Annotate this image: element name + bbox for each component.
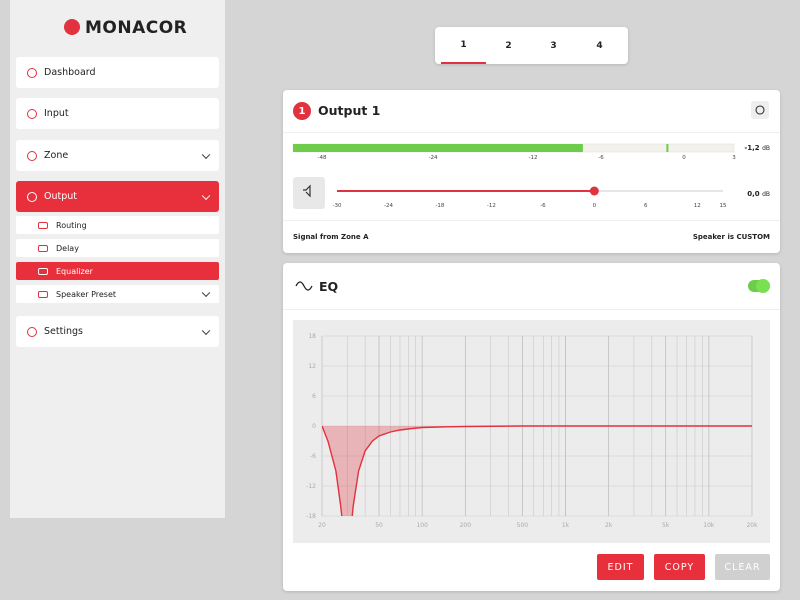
slider-tick-label: -6	[540, 203, 546, 209]
x-tick-label: 10k	[703, 522, 715, 529]
menu-item[interactable]: Output	[16, 181, 219, 212]
menu-item[interactable]: Zone	[16, 140, 219, 171]
phase-icon	[755, 105, 765, 115]
speaker-text: Speaker is CUSTOM	[692, 233, 770, 241]
menu-item[interactable]: Input	[16, 98, 219, 129]
slider-tick-label: 15	[720, 203, 727, 209]
meter-tick-label: -24	[429, 155, 438, 161]
eq-title: EQ	[319, 279, 339, 294]
slider-tick-label: 0	[593, 203, 597, 209]
x-tick-label: 5k	[662, 522, 670, 529]
mute-button[interactable]	[293, 177, 325, 209]
x-tick-label: 2k	[605, 522, 613, 529]
source-text: Signal from Zone A	[293, 233, 369, 241]
button-label: COPY	[664, 561, 695, 573]
tab-label: 2	[505, 40, 512, 51]
submenu-label: Delay	[56, 243, 79, 253]
divider	[283, 220, 780, 221]
clear-button[interactable]: CLEAR	[715, 554, 770, 580]
submenu-item[interactable]: Speaker Preset	[16, 285, 219, 303]
eq-area	[322, 426, 752, 516]
y-tick-label: 12	[308, 363, 316, 370]
slider-tick-label: -24	[384, 203, 393, 209]
menu-label: Zone	[44, 150, 69, 161]
volume-value: 0,0 dB	[747, 190, 770, 198]
y-tick-label: -18	[306, 513, 316, 520]
meter-tick-label: -12	[529, 155, 538, 161]
menu-label: Dashboard	[44, 67, 96, 78]
eq-icon	[295, 281, 313, 291]
logo: MONACOR	[64, 18, 187, 38]
menu-item[interactable]: Dashboard	[16, 57, 219, 88]
y-tick-label: -12	[306, 483, 316, 490]
phase-button[interactable]	[751, 101, 769, 119]
divider	[283, 132, 780, 133]
slider-tick-label: -12	[487, 203, 496, 209]
slider-tick-label: 12	[694, 203, 701, 209]
meter-tick-label: -48	[318, 155, 327, 161]
submenu-item[interactable]: Equalizer	[16, 262, 219, 280]
eq-curve	[322, 425, 752, 516]
meter-tick-label: -6	[598, 155, 604, 161]
button-label: EDIT	[607, 561, 634, 573]
meter-level	[293, 144, 583, 152]
button-label: CLEAR	[724, 561, 761, 573]
tab-label: 1	[460, 39, 467, 50]
unit: dB	[762, 145, 770, 152]
y-tick-label: -6	[310, 453, 316, 460]
x-tick-label: 20k	[746, 522, 758, 529]
meter-tick-label: 0	[682, 155, 686, 161]
x-tick-label: 50	[375, 522, 383, 529]
volume-value-text: 0,0	[747, 190, 760, 198]
meter-value: -1,2 dB	[744, 144, 770, 152]
slider-knob	[589, 186, 599, 196]
badge-text: 1	[298, 105, 306, 117]
tab-label: 3	[550, 40, 557, 51]
output-card	[283, 90, 780, 253]
eq-toggle[interactable]	[748, 279, 770, 293]
unit: dB	[762, 191, 770, 198]
tab-label: 4	[596, 40, 603, 51]
y-tick-label: 0	[312, 423, 316, 430]
copy-button[interactable]: COPY	[654, 554, 705, 580]
menu-item[interactable]: Settings	[16, 316, 219, 347]
submenu-label: Routing	[56, 220, 87, 230]
tab[interactable]: 3	[531, 27, 576, 64]
x-tick-label: 200	[460, 522, 472, 529]
plot-background	[293, 320, 770, 543]
x-tick-label: 1k	[562, 522, 570, 529]
tab-bar	[435, 27, 628, 64]
slider-tick-label: -30	[333, 203, 342, 209]
submenu-label: Speaker Preset	[56, 289, 117, 299]
edit-button[interactable]: EDIT	[597, 554, 644, 580]
slider-tick-label: 6	[644, 203, 648, 209]
output-title: Output 1	[318, 103, 381, 118]
y-tick-label: 6	[312, 393, 316, 400]
menu-label: Settings	[44, 326, 83, 337]
submenu-item[interactable]: Delay	[16, 239, 219, 257]
meter-peak	[666, 144, 669, 152]
menu-label: Output	[44, 191, 77, 202]
tab[interactable]: 2	[486, 27, 531, 64]
submenu-item[interactable]: Routing	[16, 216, 219, 234]
x-tick-label: 20	[318, 522, 326, 529]
menu-label: Input	[44, 108, 69, 119]
y-tick-label: 18	[308, 333, 316, 340]
x-tick-label: 500	[517, 522, 529, 529]
divider	[283, 309, 780, 310]
tab[interactable]: 4	[577, 27, 622, 64]
output-badge: 1	[293, 102, 311, 120]
slider-tick-label: -18	[435, 203, 444, 209]
tab[interactable]: 1	[441, 27, 486, 64]
meter-tick-label: 3	[732, 155, 736, 161]
logo-text: MONACOR	[85, 18, 188, 38]
x-tick-label: 100	[416, 522, 428, 529]
meter-value-text: -1,2	[744, 144, 760, 152]
speaker-icon	[303, 184, 311, 198]
submenu-label: Equalizer	[56, 266, 93, 276]
